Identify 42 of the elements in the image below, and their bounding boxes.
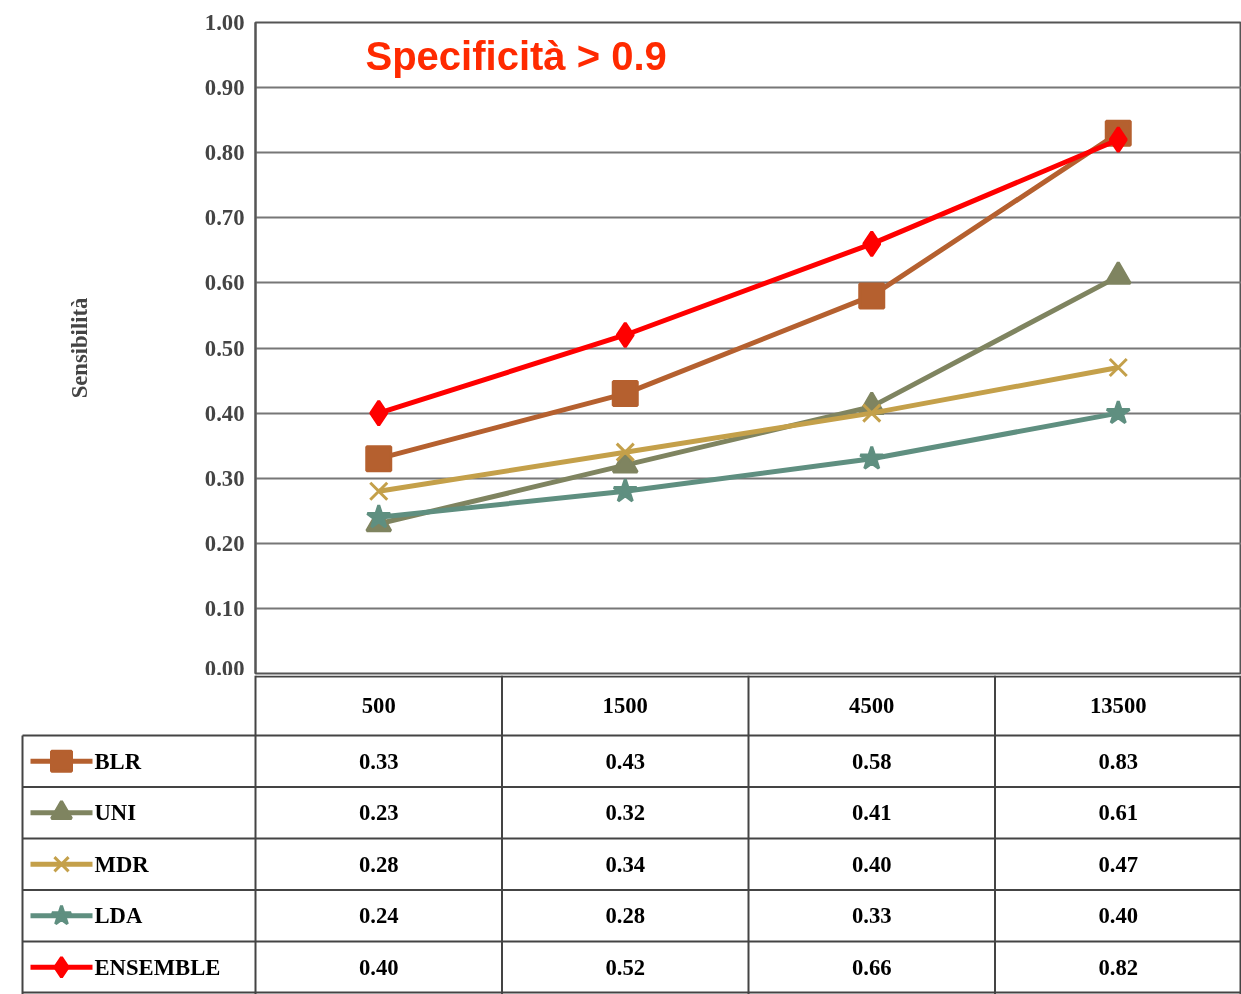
data-label: 0.52: [605, 954, 646, 980]
data-label: 0.24: [358, 903, 399, 929]
data-label: 0.66: [851, 954, 892, 980]
data-label: 0.28: [358, 851, 399, 877]
x-tick-label: 13500: [1089, 693, 1147, 718]
x-tick-label: 500: [361, 693, 396, 718]
data-label: 0.40: [358, 954, 399, 980]
data-label: 0.47: [1098, 851, 1139, 877]
y-tick-label: 1.00: [204, 10, 245, 35]
y-tick-label: 0.20: [204, 530, 245, 556]
data-label: 0.33: [358, 748, 399, 774]
y-tick-label: 0.10: [204, 595, 245, 621]
data-label: 0.58: [851, 748, 892, 774]
y-tick-label: 0.30: [204, 465, 245, 491]
legend-label: LDA: [94, 903, 143, 929]
data-label: 0.83: [1098, 748, 1139, 774]
data-label: 0.40: [1098, 903, 1139, 929]
y-tick-label: 0.70: [204, 205, 245, 231]
x-tick-label: 4500: [849, 693, 895, 718]
data-label: 0.32: [605, 800, 646, 826]
data-label: 0.61: [1098, 800, 1139, 826]
y-tick-label: 0.80: [204, 140, 245, 166]
y-tick-label: 0.60: [204, 270, 245, 296]
data-label: 0.43: [605, 748, 646, 774]
legend-label: UNI: [94, 800, 137, 826]
legend-label: ENSEMBLE: [94, 954, 221, 980]
data-label: 0.28: [605, 903, 646, 929]
data-label: 0.34: [605, 851, 646, 877]
x-tick-label: 1500: [602, 693, 648, 718]
y-tick-label: 0.00: [204, 655, 245, 681]
legend-label: BLR: [94, 748, 142, 774]
y-tick-label: 0.90: [204, 75, 245, 101]
y-axis-title: Sensibilità: [66, 297, 92, 399]
data-label: 0.33: [851, 903, 892, 929]
y-tick-label: 0.50: [204, 335, 245, 361]
data-label: 0.82: [1098, 954, 1139, 980]
data-label: 0.41: [851, 800, 892, 826]
y-tick-label: 0.40: [204, 400, 245, 426]
legend-label: MDR: [94, 851, 150, 877]
chart-title: Specificità > 0.9: [365, 33, 667, 78]
data-label: 0.23: [358, 800, 399, 826]
data-label: 0.40: [851, 851, 892, 877]
